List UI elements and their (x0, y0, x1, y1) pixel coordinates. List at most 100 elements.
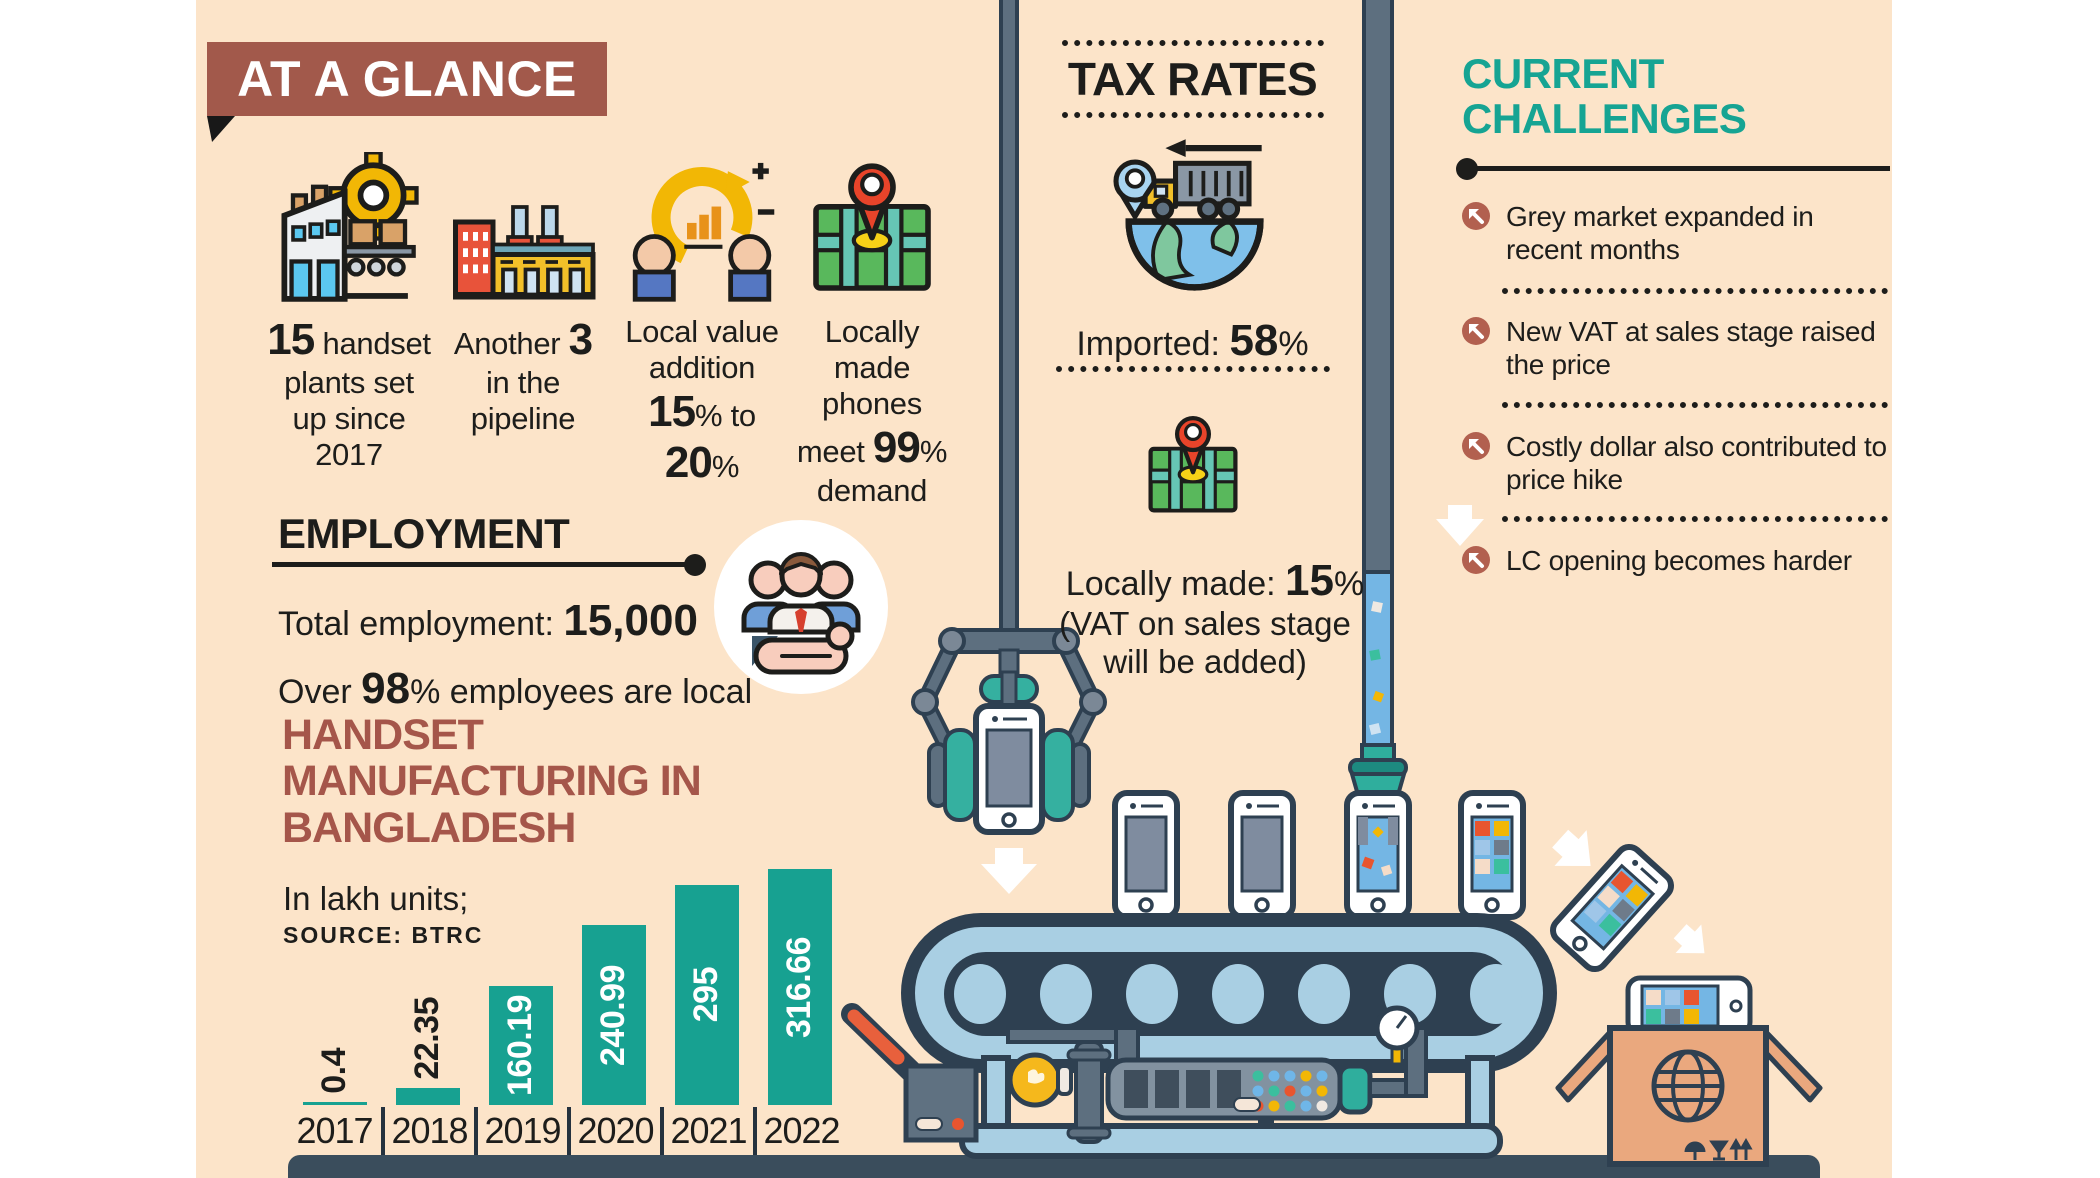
bar: 240.99 (581, 925, 646, 1105)
stat-value: 3 (568, 315, 594, 364)
x-axis-label: 2022 (753, 1107, 846, 1155)
assembly-line-illustration (841, 0, 1823, 1167)
employment-rule-dot (684, 554, 706, 576)
tax-local: Locally made: 15% (1065, 556, 1365, 605)
tax-note-line2: will be added) (1103, 643, 1307, 680)
value-addition-icon (627, 148, 777, 302)
parts-feed-tube (1348, 0, 1408, 804)
bar-value-label: 240.99 (594, 964, 632, 1066)
challenges-rule (1468, 166, 1890, 171)
stat-value-addition: Local value addition 15% to 20% (616, 148, 788, 488)
challenge-arrow-icon (1462, 202, 1490, 230)
stat-demand: Locally made phones meet 99% demand (792, 148, 952, 509)
employment-local: Over 98% employees are local (278, 664, 753, 713)
challenges-rule-dot (1456, 158, 1478, 180)
bar-value-label: 160.19 (501, 995, 539, 1096)
challenges-separator (1502, 402, 1888, 408)
x-axis-label: 2020 (567, 1107, 660, 1155)
bar-slot: 295 (660, 885, 753, 1105)
robot-arm-rod (999, 0, 1019, 636)
chart-unit-note: In lakh units; (283, 880, 469, 917)
tax-dotted-top (1062, 40, 1324, 46)
bar-slot: 22.35 (381, 997, 474, 1105)
stat-value: 20 (664, 437, 713, 487)
fragile-symbols (1684, 1137, 1753, 1161)
stat-value: 15 (648, 386, 696, 436)
bar: 316.66 (767, 869, 832, 1105)
bar (395, 1088, 460, 1105)
challenges-title: CURRENT CHALLENGES (1462, 50, 1747, 142)
bar-chart: 0.4 22.35 160.19 240.99 295 316.66 (288, 860, 846, 1105)
bar: 160.19 (488, 986, 553, 1105)
bar-slot: 160.19 (474, 986, 567, 1105)
challenge-arrow-icon (1462, 317, 1490, 345)
at-a-glance-title: AT A GLANCE (237, 51, 577, 107)
employment-rule (272, 562, 686, 567)
bar: 295 (674, 885, 739, 1105)
shipping-box-globe-icon (1555, 975, 1823, 1167)
bar-value-label: 22.35 (408, 997, 446, 1080)
stat-value: 15 (267, 315, 315, 364)
tax-note-line1: (VAT on sales stage (1059, 605, 1351, 642)
bar-chart-years: 2017 2018 2019 2020 2021 2022 (288, 1107, 846, 1155)
bar-slot: 0.4 (288, 1048, 381, 1105)
challenge-item: New VAT at sales stage raised the price (1460, 315, 1892, 381)
phone-in-claw (973, 703, 1045, 835)
challenge-arrow-icon (1462, 432, 1490, 460)
tax-rates-title: TAX RATES (1067, 53, 1318, 105)
pressure-gauge-icon (1374, 1005, 1420, 1066)
arrow-right-icon (1673, 924, 1705, 954)
tax-imported: Imported: 58% (1076, 316, 1309, 365)
stat-plants-text: 15 handset plants set up since 2017 (267, 315, 431, 472)
stat-demand-text: Locally made phones meet 99% demand (796, 314, 948, 508)
bar-slot: 240.99 (567, 925, 660, 1105)
phone-blank (1228, 790, 1296, 920)
stat-pipeline: Another 3 in the pipeline (444, 148, 602, 437)
chart-source: SOURCE: BTRC (283, 922, 484, 948)
phone-in-box (1625, 975, 1753, 1037)
employment-local-value: 98 (361, 664, 411, 713)
bar (302, 1102, 367, 1105)
stat-plants: 15 handset plants set up since 2017 (264, 148, 434, 473)
bar-slot: 316.66 (753, 869, 846, 1105)
tax-local-value: 15 (1285, 556, 1334, 605)
factory-chimneys-icon (448, 148, 598, 302)
arrow-down-icon (1436, 505, 1484, 546)
people-in-hand-icon (714, 520, 888, 694)
phone-being-filled (1344, 790, 1412, 920)
stat-pipeline-text: Another 3 in the pipeline (453, 315, 594, 436)
arrow-down-icon (981, 848, 1037, 894)
phone-output (1550, 843, 1674, 973)
lightbulb-icon (1007, 1052, 1073, 1108)
tax-dotted-mid (1056, 366, 1330, 372)
lever-machine (841, 1003, 979, 1143)
challenge-item: Costly dollar also contributed to price … (1460, 430, 1892, 496)
robotic-claw-icon (911, 627, 1107, 835)
challenges-separator (1502, 516, 1888, 522)
bar-value-label: 295 (687, 967, 725, 1023)
chart-title: HANDSET MANUFACTURING IN BANGLADESH (282, 711, 702, 852)
globe-truck-icon (1113, 139, 1264, 291)
employment-total: Total employment: 15,000 (278, 596, 698, 645)
panel-buttons (1252, 1070, 1328, 1112)
factory-floor (288, 1155, 1820, 1178)
map-pin-icon (802, 148, 942, 302)
at-a-glance-banner: AT A GLANCE (207, 42, 607, 116)
arrow-right-icon (1552, 829, 1591, 867)
challenge-item: Grey market expanded in recent months (1460, 200, 1892, 266)
map-pin-icon (1148, 416, 1238, 513)
globe-icon (1651, 1049, 1725, 1123)
tax-imported-value: 58 (1229, 316, 1279, 365)
machinery (1006, 1005, 1428, 1144)
phones-on-belt (1112, 790, 1526, 920)
control-panel (1105, 1057, 1373, 1121)
stat-value-addition-text: Local value addition 15% to 20% (625, 314, 779, 487)
x-axis-label: 2017 (296, 1110, 373, 1151)
stat-value: 99 (872, 422, 921, 472)
challenge-item: LC opening becomes harder (1460, 544, 1892, 577)
employment-total-value: 15,000 (563, 596, 698, 645)
phone-blank (1112, 790, 1180, 920)
conveyor-belt-icon (901, 913, 1557, 1073)
bar-value-label: 0.4 (315, 1048, 353, 1094)
